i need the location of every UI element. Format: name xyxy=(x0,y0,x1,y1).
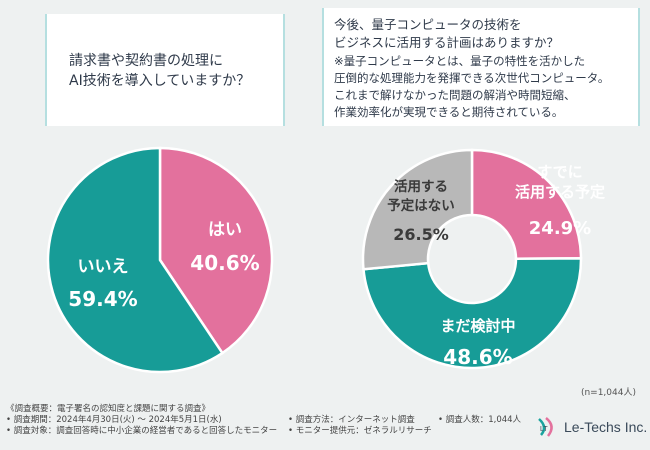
label-considering: まだ検討中 xyxy=(440,317,515,335)
label-no: いいえ xyxy=(78,257,129,277)
question-quantum-line2: ビジネスに活用する計画はありますか？ xyxy=(334,35,560,50)
logo-mark-icon: LT xyxy=(538,417,553,437)
quantum-note-line3: これまで解けなかった問題の解消や時間短縮、 xyxy=(334,88,576,102)
survey-footer: 《調査概要：電子署名の認知度と課題に関する調査》 • 調査期間：2024年4月3… xyxy=(6,404,521,437)
value-already: 24.9% xyxy=(529,218,591,239)
company-logo: LT Le-Techs Inc. xyxy=(536,416,647,438)
quantum-note-line4: 作業効率化が実現できると期待されている。 xyxy=(334,105,564,119)
charts-svg: はい 40.6% いいえ 59.4% すでに 活用する予定 24.9% まだ検討… xyxy=(46,146,605,374)
quantum-note-line2: 圧倒的な処理能力を発揮できる次世代コンピュータ。 xyxy=(334,71,610,85)
logo-text: Le-Techs Inc. xyxy=(564,419,648,435)
survey-count: • 調査人数：1,044人 xyxy=(438,415,522,425)
slice-considering xyxy=(362,257,583,370)
value-yes: 40.6% xyxy=(190,251,259,275)
slice-noplan xyxy=(361,148,474,271)
donut-chart-quantum xyxy=(361,148,583,370)
value-considering: 48.6% xyxy=(443,345,512,369)
survey-method: • 調査方法：インターネット調査 xyxy=(288,415,415,425)
sample-size: (n=1,044人) xyxy=(580,388,636,398)
survey-overview: 《調査概要：電子署名の認知度と課題に関する調査》 xyxy=(6,404,211,414)
slice-no xyxy=(46,146,225,374)
label-yes: はい xyxy=(208,220,242,240)
question-box-ai: 請求書や契約書の処理に AI技術を導入していますか？ xyxy=(45,14,285,126)
question-ai-line1: 請求書や契約書の処理に xyxy=(69,53,223,69)
survey-target: • 調査対象：調査回答時に中小企業の経営者であると回答したモニター xyxy=(6,426,278,436)
logo-mark-text: LT xyxy=(540,426,548,433)
quantum-note-line1: ※量子コンピュータとは、量子の特性を活かした xyxy=(334,54,586,68)
label-noplan-1: 活用する xyxy=(394,178,448,195)
label-noplan-2: 予定はない xyxy=(387,197,455,214)
survey-provider: • モニター提供元：ゼネラルリサーチ xyxy=(288,426,432,436)
question-quantum-line1: 今後、量子コンピュータの技術を xyxy=(334,17,522,32)
survey-period: • 調査期間：2024年4月30日(火) ～ 2024年5月1日(水) xyxy=(6,415,222,425)
value-noplan: 26.5% xyxy=(393,225,449,244)
slice-already xyxy=(470,148,583,260)
value-no: 59.4% xyxy=(68,287,137,311)
question-box-quantum: 今後、量子コンピュータの技術を ビジネスに活用する計画はありますか？ ※量子コン… xyxy=(322,8,640,126)
question-ai-line2: AI技術を導入していますか？ xyxy=(69,73,251,89)
label-already-2: 活用する予定 xyxy=(515,183,605,201)
pie-chart-ai xyxy=(46,146,274,374)
slice-yes xyxy=(158,146,274,355)
label-already-1: すでに xyxy=(537,163,582,181)
